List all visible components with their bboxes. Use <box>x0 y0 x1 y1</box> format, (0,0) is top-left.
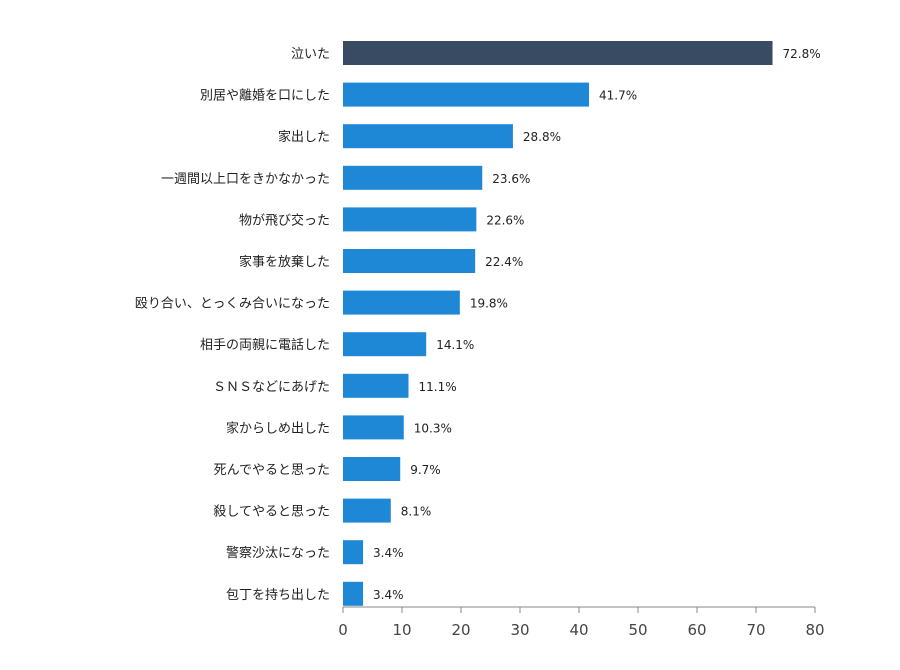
data-label: 28.8% <box>523 130 561 144</box>
data-label: 22.6% <box>486 213 524 227</box>
bar <box>343 332 427 357</box>
category-label: 警察沙汰になった <box>226 545 330 561</box>
bar <box>343 41 773 65</box>
bar <box>343 290 460 315</box>
data-label: 3.4% <box>373 546 404 560</box>
bar <box>343 581 364 606</box>
category-label: 家事を放棄した <box>239 254 330 270</box>
x-axis: 0 10 20 30 40 50 60 70 80 <box>338 606 825 639</box>
bar <box>343 207 477 232</box>
category-label: 殺してやると思った <box>213 505 330 520</box>
value-labels: 72.8% 41.7% 28.8% 23.6% 22.6% 22.4% 19.8% 14.1%… <box>373 47 821 602</box>
category-label: 別居や離婚を口にした <box>200 89 330 104</box>
category-label: 相手の両親に電話した <box>200 337 330 353</box>
bars-group <box>343 41 773 606</box>
x-tick-label: 40 <box>569 621 588 639</box>
category-labels: 泣いた別居や離婚を口にした家出した一週間以上口をきかなかった物が飛び交った家事を… <box>135 47 330 603</box>
data-label: 14.1% <box>436 338 474 352</box>
category-label: 家からしめ出した <box>226 420 330 436</box>
bar <box>343 498 391 523</box>
data-label: 9.7% <box>410 463 441 477</box>
category-label: 死んでやると思った <box>214 463 330 478</box>
bar <box>343 457 401 481</box>
category-label: 物が飛び交った <box>239 212 330 228</box>
category-label: 包丁を持ち出した <box>226 588 330 603</box>
data-label: 72.8% <box>783 47 821 61</box>
x-tick-label: 60 <box>687 621 706 639</box>
x-tick-label: 30 <box>510 621 529 639</box>
x-tick-label: 10 <box>392 621 411 639</box>
category-label: 家出した <box>278 129 330 145</box>
category-label: 一週間以上口をきかなかった <box>161 172 330 187</box>
data-label: 10.3% <box>414 421 452 435</box>
x-tick-label: 20 <box>451 621 470 639</box>
category-label: ＳＮＳなどにあげた <box>213 380 330 395</box>
bar <box>343 373 409 398</box>
data-label: 19.8% <box>470 297 508 311</box>
x-tick-label: 70 <box>746 621 765 639</box>
data-label: 41.7% <box>599 89 637 103</box>
x-tick-label: 0 <box>338 621 348 639</box>
data-label: 23.6% <box>492 172 530 186</box>
data-label: 11.1% <box>418 380 456 394</box>
bar <box>343 540 364 565</box>
category-label: 泣いた <box>291 47 330 62</box>
category-label: 殴り合い、とっくみ合いになった <box>135 297 330 312</box>
bar <box>343 249 476 273</box>
data-label: 3.4% <box>373 588 404 602</box>
bar <box>343 415 404 440</box>
bar <box>343 124 513 149</box>
bar <box>343 165 483 190</box>
x-tick-label: 50 <box>628 621 647 639</box>
data-label: 8.1% <box>401 505 432 519</box>
bar <box>343 82 590 107</box>
data-label: 22.4% <box>485 255 523 269</box>
x-tick-label: 80 <box>805 621 824 639</box>
